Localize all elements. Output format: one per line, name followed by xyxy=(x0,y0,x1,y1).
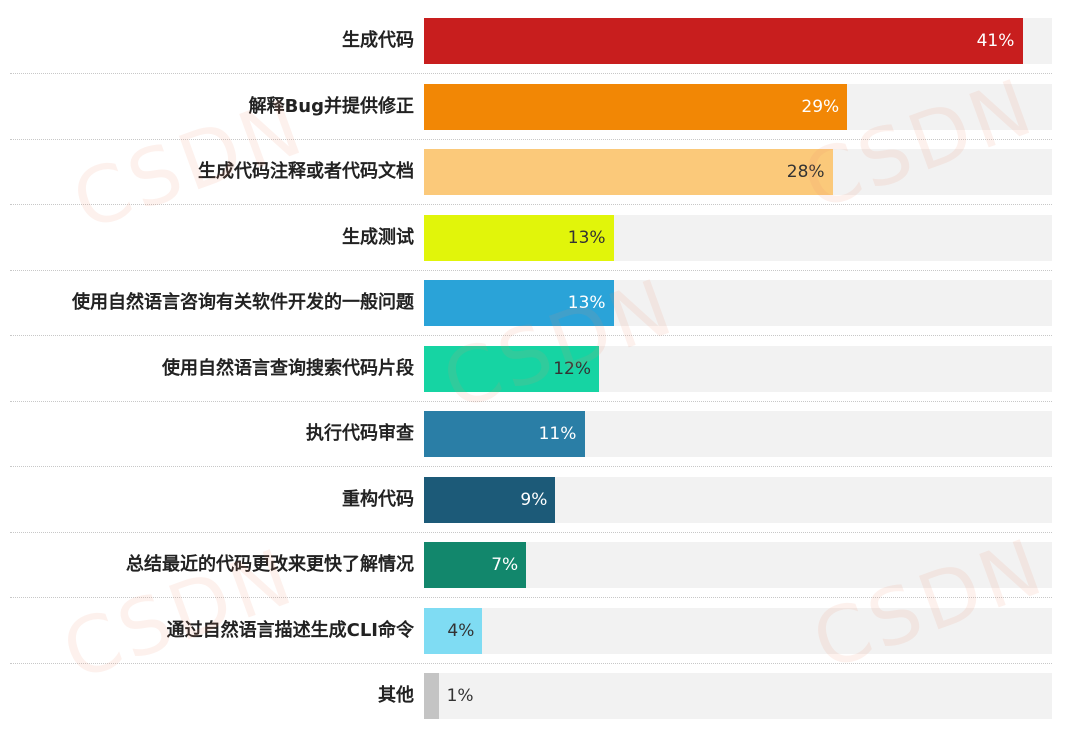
value-label: 9% xyxy=(520,489,548,510)
bar-row: 使用自然语言咨询有关软件开发的一般问题 13% xyxy=(0,270,1080,336)
row-divider xyxy=(10,335,1052,336)
row-divider xyxy=(10,662,1052,664)
category-label: 生成测试 xyxy=(342,226,414,248)
row-divider xyxy=(10,269,1052,271)
bar xyxy=(424,476,556,523)
bar-row: 生成测试 13% xyxy=(0,205,1080,271)
category-label: 重构代码 xyxy=(342,488,414,510)
category-label: 使用自然语言查询搜索代码片段 xyxy=(162,357,414,379)
bar-track xyxy=(424,607,1052,654)
bar-row: 重构代码 9% xyxy=(0,467,1080,533)
category-label: 其他 xyxy=(378,685,414,706)
row-divider xyxy=(10,400,1052,402)
category-label: 执行代码审查 xyxy=(306,423,414,444)
bar xyxy=(424,607,483,654)
bar-row: 执行代码审查 11% xyxy=(0,401,1080,467)
value-label: 41% xyxy=(976,31,1015,51)
row-divider xyxy=(10,531,1052,533)
bar xyxy=(424,149,833,195)
bar-track xyxy=(424,542,1052,588)
value-label: 29% xyxy=(801,96,840,117)
value-label: 4% xyxy=(447,620,475,641)
value-label: 28% xyxy=(786,162,825,182)
value-label: 11% xyxy=(538,424,577,444)
bar-row: 生成代码注释或者代码文档 28% xyxy=(0,139,1080,205)
value-label: 12% xyxy=(553,358,591,379)
bar xyxy=(424,345,600,392)
row-divider xyxy=(10,138,1052,140)
bar xyxy=(424,18,1023,64)
bar xyxy=(424,411,585,457)
bar-row: 使用自然语言查询搜索代码片段 12% xyxy=(0,336,1080,402)
category-label: 解释Bug并提供修正 xyxy=(248,95,414,117)
category-label: 通过自然语言描述生成CLI命令 xyxy=(166,619,414,641)
value-label: 1% xyxy=(446,686,474,706)
bar xyxy=(424,214,614,261)
row-divider xyxy=(10,597,1052,598)
bar-row: 通过自然语言描述生成CLI命令 4% xyxy=(0,598,1080,664)
category-label: 生成代码注释或者代码文档 xyxy=(198,161,414,182)
bar xyxy=(424,542,527,588)
category-label: 生成代码 xyxy=(342,30,414,51)
value-label: 13% xyxy=(567,227,606,248)
bar-row: 其他 1% xyxy=(0,663,1080,729)
bar-row: 生成代码 41% xyxy=(0,8,1080,74)
row-divider xyxy=(10,73,1052,74)
value-label: 7% xyxy=(491,555,519,575)
bar xyxy=(424,280,614,326)
row-divider xyxy=(10,204,1052,205)
row-divider xyxy=(10,466,1052,467)
bar-row: 总结最近的代码更改来更快了解情况 7% xyxy=(0,532,1080,598)
value-label: 13% xyxy=(567,293,606,313)
category-label: 使用自然语言咨询有关软件开发的一般问题 xyxy=(72,292,414,313)
category-label: 总结最近的代码更改来更快了解情况 xyxy=(126,554,414,575)
bar xyxy=(424,83,848,130)
bar-row: 解释Bug并提供修正 29% xyxy=(0,74,1080,140)
bar xyxy=(424,673,439,719)
bar-track xyxy=(424,673,1052,719)
